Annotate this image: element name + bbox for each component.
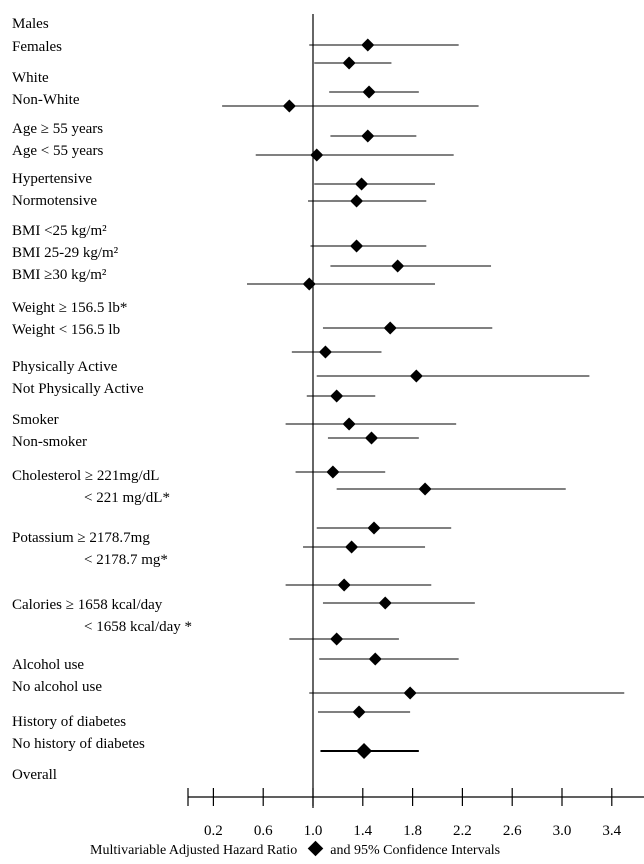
row-label: Overall [12, 767, 57, 783]
hazard-ratio-marker [355, 177, 369, 191]
x-axis-label: Multivariable Adjusted Hazard Ratio and 9… [90, 840, 501, 859]
x-tick-label: 2.6 [502, 823, 522, 839]
hazard-ratio-marker [330, 632, 344, 646]
x-tick-label: 1.0 [303, 823, 323, 839]
diamond-icon [307, 840, 324, 857]
row-label: BMI ≥30 kg/m² [12, 267, 107, 283]
row-label: Potassium ≥ 2178.7mg [12, 530, 150, 546]
row-label: No alcohol use [12, 679, 102, 695]
row-label: Not Physically Active [12, 381, 144, 397]
hazard-ratio-marker [318, 345, 332, 359]
hazard-ratio-marker [330, 389, 344, 403]
x-tick-label: 1.8 [403, 823, 422, 839]
row-label: Physically Active [12, 359, 118, 375]
row-label: BMI <25 kg/m² [12, 223, 107, 239]
row-label: Weight ≥ 156.5 lb* [12, 300, 128, 316]
hazard-ratio-marker [350, 239, 364, 253]
x-tick-label: 1.4 [353, 823, 373, 839]
hazard-ratio-marker [302, 277, 316, 291]
row-label: White [12, 70, 49, 86]
hazard-ratio-marker [368, 652, 382, 666]
row-label: Calories ≥ 1658 kcal/day [12, 597, 163, 613]
hazard-ratio-marker [337, 578, 351, 592]
hazard-ratio-marker [342, 56, 356, 70]
hazard-ratio-marker [361, 129, 375, 143]
row-label: Age < 55 years [12, 143, 104, 159]
x-tick-label: 3.0 [552, 823, 572, 839]
x-tick-label: 2.2 [453, 823, 472, 839]
x-tick-label: 3.4 [602, 823, 622, 839]
hazard-ratio-marker [383, 321, 397, 335]
x-axis-label-text: Multivariable Adjusted Hazard Ratio [90, 843, 298, 858]
hazard-ratio-marker [391, 259, 405, 273]
row-label: Males [12, 16, 49, 32]
hazard-ratio-marker [326, 465, 340, 479]
row-label: Non-White [12, 92, 80, 108]
hazard-ratio-marker [378, 596, 392, 610]
hazard-ratio-marker [403, 686, 417, 700]
hazard-ratio-marker [361, 38, 375, 52]
row-label: Weight < 156.5 lb [12, 322, 121, 338]
x-tick-label: 0.6 [253, 823, 273, 839]
x-axis-label-suffix: and 95% Confidence Intervals [330, 843, 501, 858]
row-label: Age ≥ 55 years [12, 121, 104, 137]
hazard-ratio-marker [345, 540, 359, 554]
hazard-ratio-marker [362, 85, 376, 99]
hazard-ratio-marker [310, 148, 324, 162]
hazard-ratio-marker [350, 194, 364, 208]
hazard-ratio-marker [409, 369, 423, 383]
hazard-ratio-marker [356, 743, 373, 759]
row-label: Hypertensive [12, 171, 92, 187]
row-label: < 1658 kcal/day * [84, 619, 193, 635]
row-label: Alcohol use [12, 657, 85, 673]
x-tick-label: 0.2 [204, 823, 223, 839]
hazard-ratio-marker [418, 482, 432, 496]
row-label: Normotensive [12, 193, 97, 209]
hazard-ratio-marker [367, 521, 381, 535]
row-label: Smoker [12, 412, 59, 428]
hazard-ratio-marker [342, 417, 356, 431]
row-label: < 2178.7 mg* [84, 552, 168, 568]
row-label: BMI 25-29 kg/m² [12, 245, 119, 261]
row-label: Non-smoker [12, 434, 87, 450]
hazard-ratio-marker [282, 99, 296, 113]
row-label: History of diabetes [12, 714, 127, 730]
row-label: No history of diabetes [12, 736, 145, 752]
hazard-ratio-marker [365, 431, 379, 445]
row-label: Females [12, 39, 62, 55]
row-label: < 221 mg/dL* [84, 490, 170, 506]
hazard-ratio-marker [352, 705, 366, 719]
row-label: Cholesterol ≥ 221mg/dL [12, 468, 160, 484]
